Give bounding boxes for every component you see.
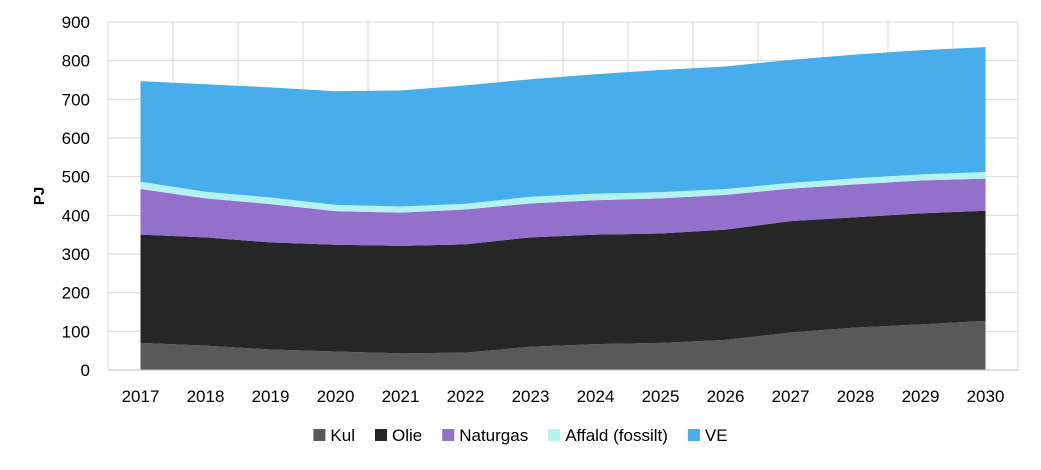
legend-swatch [687, 429, 700, 441]
legend-item: Naturgas [442, 426, 528, 445]
areas [140, 47, 986, 370]
legend-item: Olie [375, 426, 422, 445]
legend: Kul Olie Naturgas Affald (fossilt) VE [313, 426, 728, 445]
x-tick-labels: 2017 2018 2019 2020 2021 2022 2023 2024 2025 2026… [122, 387, 1005, 406]
x-tick-label: 2028 [837, 387, 875, 406]
area-affald-fossilt [140, 172, 986, 213]
x-tick-label: 2018 [187, 387, 225, 406]
y-tick-label: 400 [62, 206, 90, 225]
x-tick-label: 2020 [317, 387, 355, 406]
x-tick-label: 2025 [642, 387, 680, 406]
area-ve [140, 47, 986, 207]
y-tick-label: 300 [62, 245, 90, 264]
y-tick-label: 800 [62, 52, 90, 71]
area-naturgas [140, 178, 986, 246]
x-tick-label: 2021 [382, 387, 420, 406]
y-tick-label: 0 [81, 361, 90, 380]
legend-label: Affald (fossilt) [565, 426, 668, 445]
x-tick-label: 2023 [512, 387, 550, 406]
y-tick-label: 900 [62, 13, 90, 32]
x-tick-label: 2027 [772, 387, 810, 406]
x-tick-label: 2017 [122, 387, 160, 406]
x-tick-label: 2026 [707, 387, 745, 406]
y-tick-label: 500 [62, 168, 90, 187]
y-tick-label: 700 [62, 90, 90, 109]
legend-label: Olie [392, 426, 422, 445]
x-tick-label: 2019 [252, 387, 290, 406]
legend-label: Kul [330, 426, 355, 445]
legend-item: Kul [313, 426, 355, 445]
y-axis-label: PJ [31, 187, 48, 205]
legend-swatch [375, 429, 387, 441]
x-tick-label: 2024 [577, 387, 615, 406]
area-kul [140, 320, 986, 370]
y-tick-label: 100 [62, 322, 90, 341]
y-tick-label: 600 [62, 129, 90, 148]
x-tick-label: 2029 [902, 387, 940, 406]
legend-swatch [442, 429, 455, 441]
legend-label: Naturgas [459, 426, 528, 445]
legend-label: VE [705, 426, 728, 445]
y-tick-label: 200 [62, 284, 90, 303]
legend-swatch [548, 429, 561, 441]
legend-item: Affald (fossilt) [548, 426, 668, 445]
x-tick-label: 2030 [967, 387, 1005, 406]
legend-item: VE [687, 426, 728, 445]
area-olie [140, 210, 986, 354]
legend-swatch [313, 429, 326, 441]
y-tick-labels: 0 100 200 300 400 500 600 700 800 900 [62, 13, 90, 380]
x-tick-label: 2022 [447, 387, 485, 406]
